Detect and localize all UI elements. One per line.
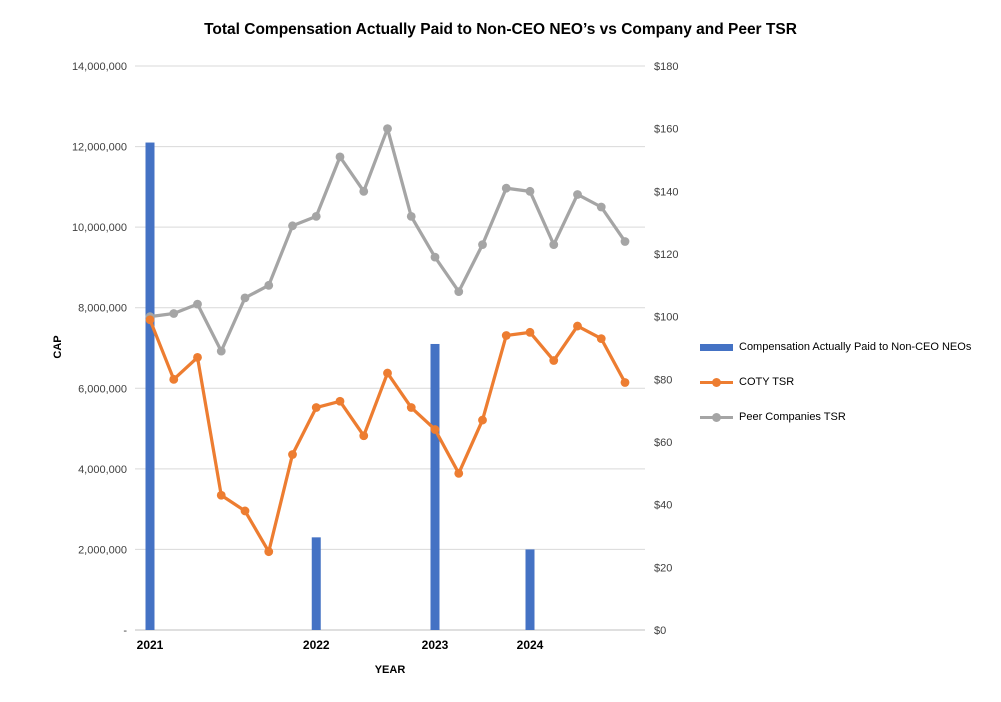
line-marker [264, 547, 274, 557]
line-marker [454, 468, 464, 478]
line-marker [406, 212, 416, 221]
bar-2021 [145, 142, 155, 631]
line-marker [311, 403, 321, 412]
line-marker [549, 356, 559, 365]
line-marker [145, 315, 155, 325]
y-left-tick-label: 12,000,000 [72, 142, 127, 154]
line-marker [335, 396, 345, 406]
line-marker [311, 212, 321, 221]
y-right-tick-label: $80 [654, 374, 672, 386]
line-marker [478, 415, 487, 425]
line-marker [169, 374, 179, 384]
line-marker [359, 431, 369, 441]
line-marker [596, 334, 606, 343]
legend-label-cap-bars: Compensation Actually Paid to Non-CEO NE… [739, 341, 972, 353]
x-tick-label-2021: 2021 [137, 638, 164, 652]
bar-2024 [525, 549, 535, 630]
y-left-tick-label: 2,000,000 [78, 544, 127, 556]
legend-line-marker-peer-icon [700, 412, 733, 422]
line-marker [240, 506, 250, 516]
line-marker [406, 403, 416, 412]
legend-dot-peer [712, 412, 721, 422]
legend-line-marker-coty-icon [700, 377, 733, 387]
y-axis-left-title: CAP [52, 335, 64, 359]
line-marker [430, 252, 440, 262]
y-right-tick-label: $40 [654, 500, 672, 512]
y-right-tick-label: $120 [654, 249, 678, 261]
line-marker [335, 152, 345, 162]
line-marker [573, 190, 582, 199]
y-left-tick-label: 14,000,000 [72, 61, 127, 73]
line-marker [359, 186, 369, 196]
x-tick-label-2023: 2023 [422, 638, 449, 652]
y-right-tick-label: $0 [654, 625, 666, 637]
line-marker [193, 299, 202, 309]
line-marker [620, 378, 630, 387]
line-marker [193, 353, 202, 362]
line-marker [596, 202, 606, 212]
line-marker [383, 368, 392, 378]
line-series-1 [148, 127, 627, 353]
legend-dot-coty [712, 377, 721, 387]
line-marker [430, 425, 440, 434]
legend-label-coty-tsr: COTY TSR [739, 376, 795, 388]
y-left-tick-label: - [123, 625, 127, 637]
line-marker [383, 124, 392, 134]
x-axis-title: YEAR [374, 664, 406, 676]
chart-legend: Compensation Actually Paid to Non-CEO NE… [700, 341, 971, 446]
bar-2023 [430, 343, 440, 630]
legend-item-peer-tsr: Peer Companies TSR [700, 411, 971, 423]
y-left-tick-label: 4,000,000 [78, 464, 127, 476]
line-marker [169, 309, 179, 318]
x-tick-label-2024: 2024 [517, 638, 544, 652]
y-left-tick-label: 6,000,000 [78, 383, 127, 395]
y-right-tick-label: $180 [654, 61, 678, 73]
line-marker [264, 280, 274, 290]
line-marker [216, 346, 226, 356]
line-marker [501, 183, 511, 193]
chart-title: Total Compensation Actually Paid to Non-… [204, 21, 797, 38]
line-marker [288, 221, 297, 231]
y-left-tick-label: 10,000,000 [72, 222, 127, 234]
line-marker [525, 186, 535, 196]
line-marker [501, 331, 511, 340]
legend-item-coty-tsr: COTY TSR [700, 376, 971, 388]
line-marker [620, 237, 630, 246]
line-marker [216, 490, 226, 500]
y-right-tick-label: $160 [654, 124, 678, 136]
line-marker [478, 240, 487, 250]
legend-label-peer-tsr: Peer Companies TSR [739, 411, 846, 423]
y-right-tick-label: $140 [654, 186, 678, 198]
line-marker [525, 327, 535, 337]
y-right-tick-label: $100 [654, 312, 678, 324]
line-marker [288, 450, 297, 459]
bar-2022 [311, 537, 321, 630]
line-marker [549, 240, 559, 250]
y-left-tick-label: 8,000,000 [78, 303, 127, 315]
legend-bar-swatch-icon [700, 343, 733, 351]
y-right-tick-label: $60 [654, 437, 672, 449]
legend-item-cap-bars: Compensation Actually Paid to Non-CEO NE… [700, 341, 971, 353]
line-marker [240, 293, 250, 303]
y-right-tick-label: $20 [654, 562, 672, 574]
line-marker [454, 287, 464, 296]
line-marker [573, 321, 582, 331]
x-tick-label-2022: 2022 [303, 638, 330, 652]
